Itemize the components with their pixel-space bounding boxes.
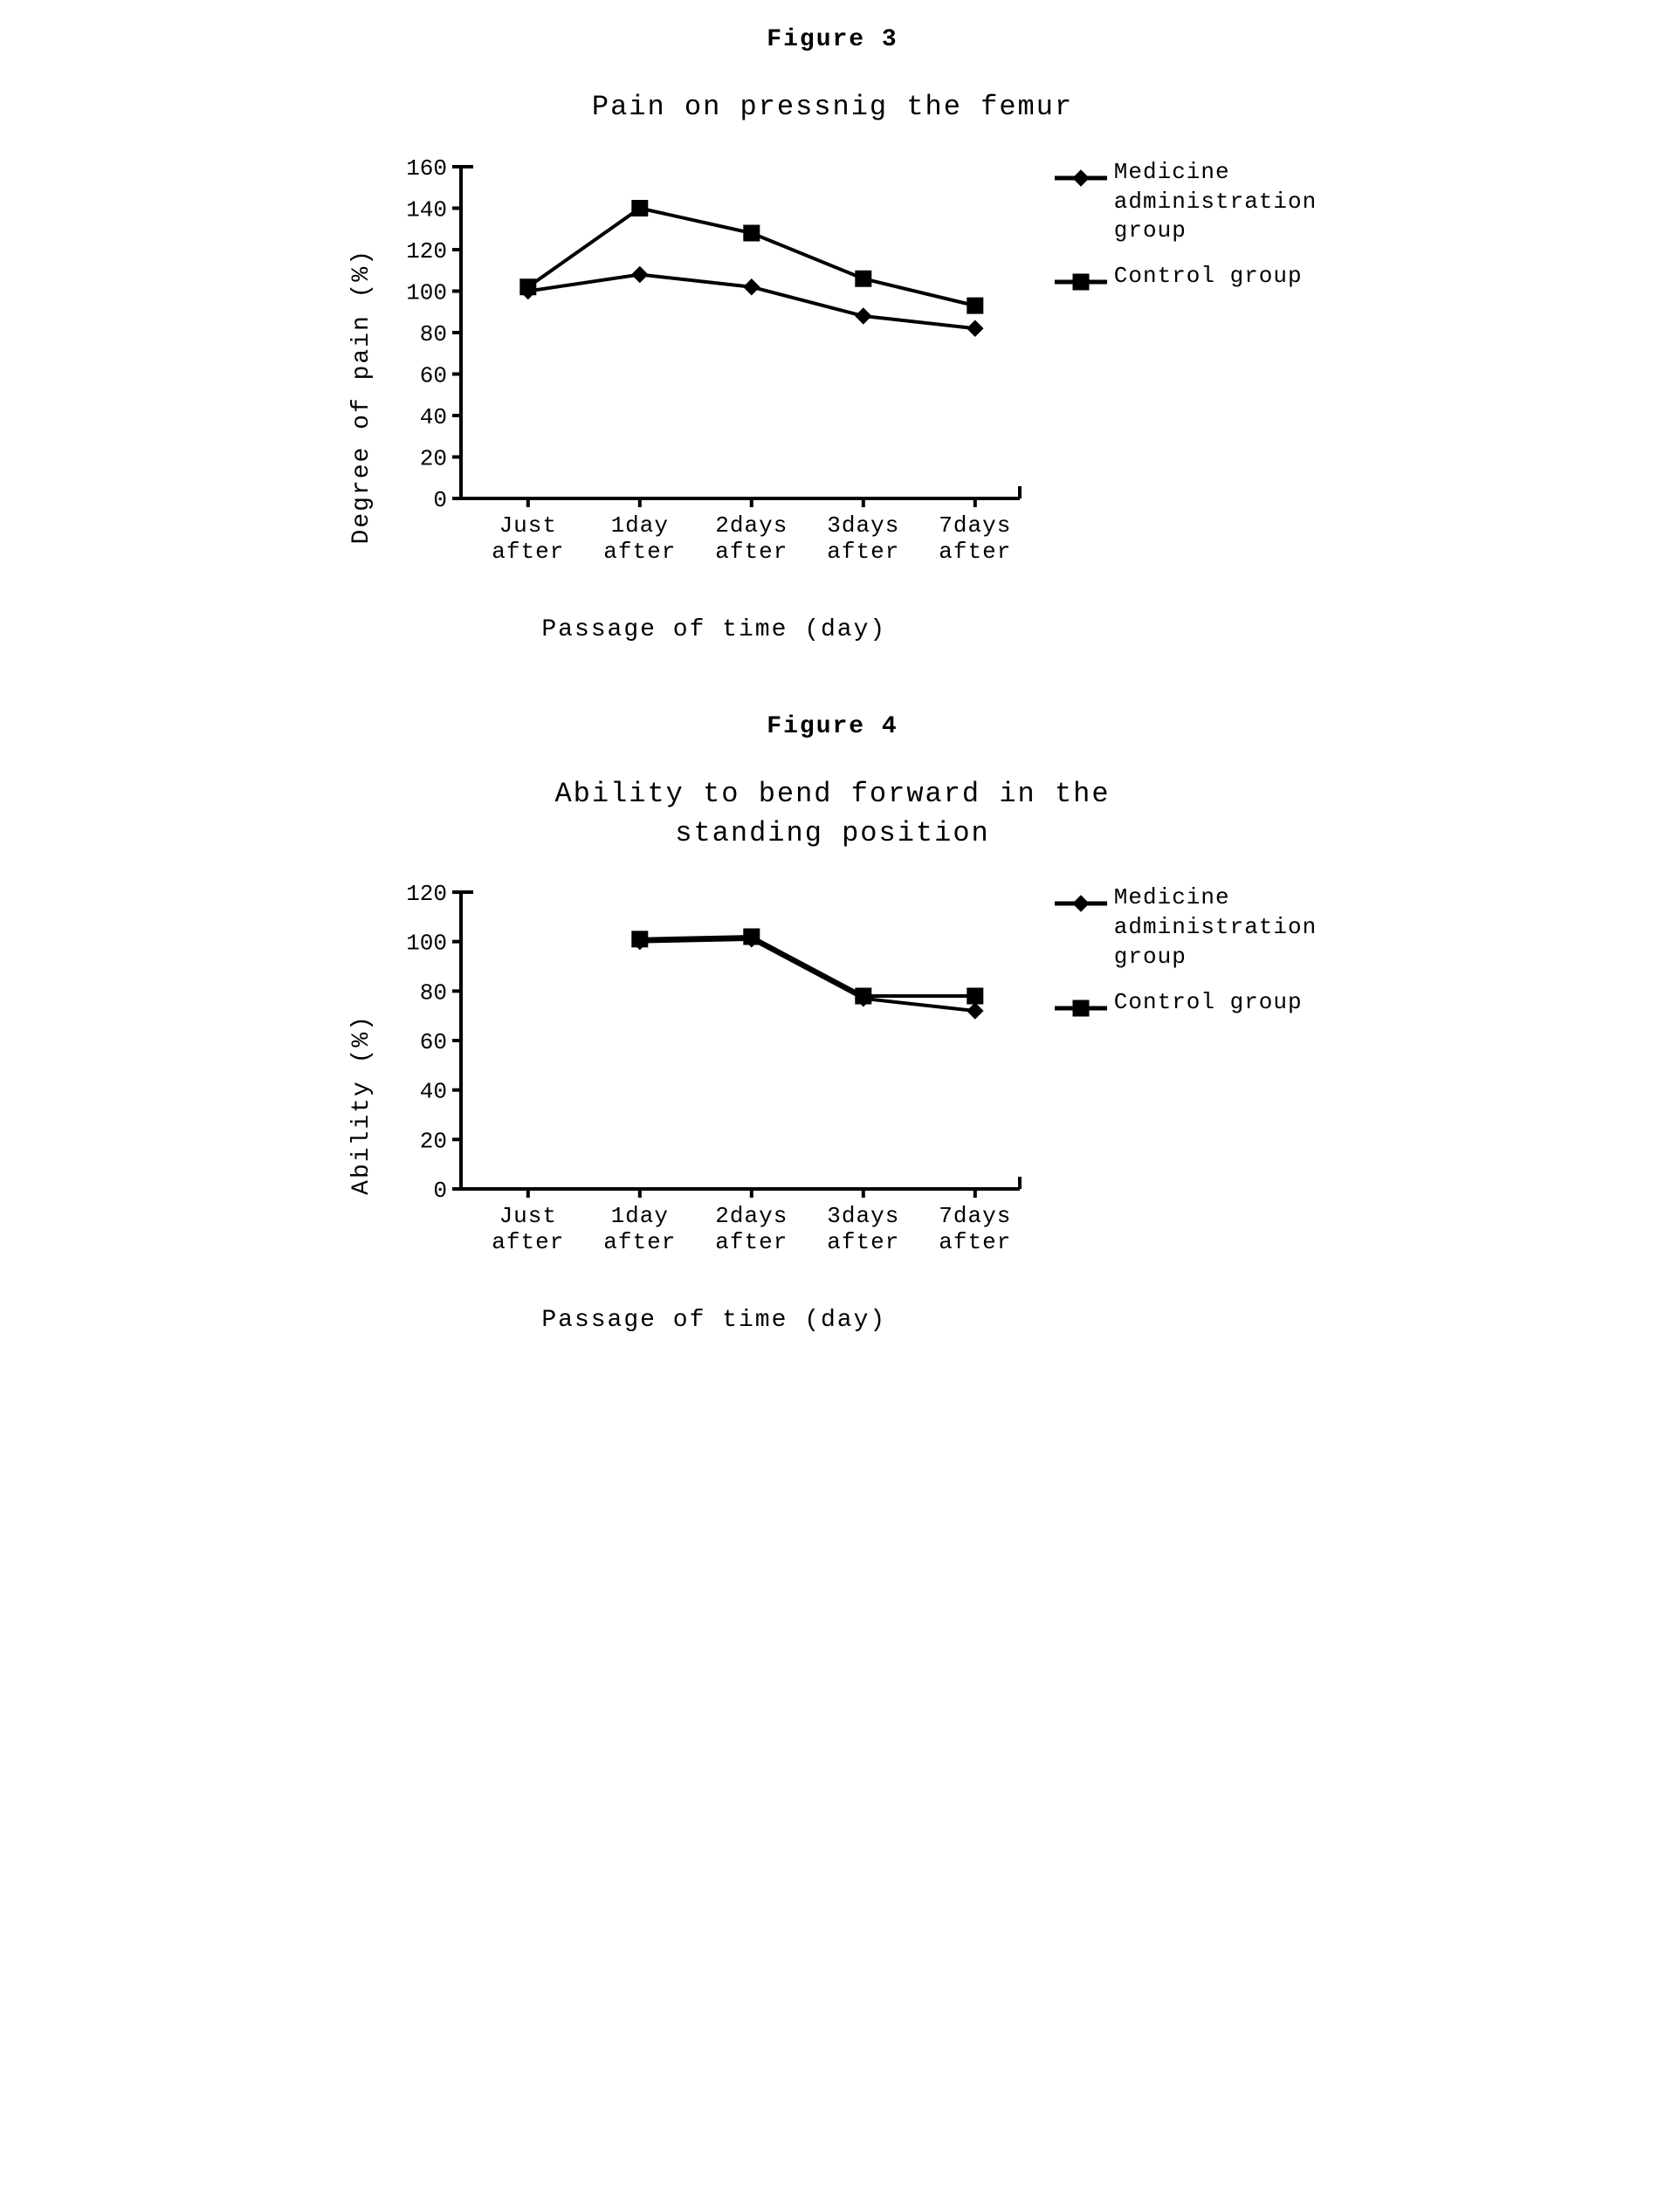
x-tick-label: 7days xyxy=(939,512,1011,539)
x-tick-label: 2days xyxy=(715,1203,788,1229)
chart-svg: 020406080100120Justafter1dayafter2daysaf… xyxy=(382,875,1046,1294)
series-marker xyxy=(632,931,648,947)
legend-item: Control group xyxy=(1055,262,1317,300)
series-marker xyxy=(967,320,983,336)
series-marker xyxy=(856,271,871,286)
x-tick-label: after xyxy=(715,1229,788,1255)
chart-title: Pain on pressnig the femur xyxy=(35,88,1630,127)
x-tick-label: Just xyxy=(499,512,556,539)
legend-label-line: Medicine xyxy=(1114,158,1317,188)
x-tick-label: 3days xyxy=(827,1203,899,1229)
x-tick-label: 7days xyxy=(939,1203,1011,1229)
x-tick-label: after xyxy=(492,539,564,565)
series-line xyxy=(640,937,975,996)
legend-label-line: Medicine xyxy=(1114,883,1317,913)
y-tick-label: 20 xyxy=(420,445,447,471)
chart-svg: 020406080100120140160Justafter1dayafter2… xyxy=(382,149,1046,603)
x-tick-label: after xyxy=(603,539,676,565)
x-tick-label: after xyxy=(492,1229,564,1255)
series-marker xyxy=(967,1003,983,1019)
y-axis-label: Ability (%) xyxy=(348,1014,375,1195)
legend-item: Control group xyxy=(1055,988,1317,1027)
legend-label-line: administration xyxy=(1114,913,1317,943)
figure-label: Figure 4 xyxy=(35,713,1630,740)
y-tick-label: 80 xyxy=(420,980,447,1006)
y-tick-label: 120 xyxy=(406,881,447,907)
y-tick-label: 100 xyxy=(406,279,447,306)
y-tick-label: 160 xyxy=(406,155,447,182)
plot-area: 020406080100120Justafter1dayafter2daysaf… xyxy=(382,875,1046,1334)
y-tick-label: 20 xyxy=(420,1129,447,1155)
series-marker xyxy=(744,279,760,295)
x-tick-label: 1day xyxy=(610,1203,668,1229)
series-marker xyxy=(744,929,760,945)
chart-title: Ability to bend forward in thestanding p… xyxy=(35,775,1630,854)
x-tick-label: 3days xyxy=(827,512,899,539)
x-tick-label: after xyxy=(939,539,1011,565)
x-tick-label: 1day xyxy=(610,512,668,539)
y-tick-label: 120 xyxy=(406,238,447,264)
legend-marker xyxy=(1055,271,1107,300)
legend-label-line: Control group xyxy=(1114,988,1303,1018)
legend: Medicineadministrationgroup Control group xyxy=(1046,149,1317,316)
figure-block: Figure 3 Pain on pressnig the femur Degr… xyxy=(35,26,1630,643)
y-tick-label: 0 xyxy=(433,1178,447,1204)
chart-row: Ability (%) 020406080100120Justafter1day… xyxy=(35,875,1630,1334)
x-tick-label: after xyxy=(715,539,788,565)
figure-label: Figure 3 xyxy=(35,26,1630,53)
legend-item: Medicineadministrationgroup xyxy=(1055,883,1317,972)
legend-label-line: Control group xyxy=(1114,262,1303,292)
x-axis-label: Passage of time (day) xyxy=(382,1307,1046,1334)
x-tick-label: after xyxy=(827,539,899,565)
y-tick-label: 0 xyxy=(433,487,447,513)
legend-label-line: administration xyxy=(1114,188,1317,217)
x-axis-label: Passage of time (day) xyxy=(382,616,1046,643)
x-tick-label: Just xyxy=(499,1203,556,1229)
legend-marker xyxy=(1055,892,1107,922)
y-tick-label: 40 xyxy=(420,404,447,430)
y-tick-label: 40 xyxy=(420,1079,447,1105)
chart-row: Degree of pain (%) 0 20 40 60 80 100 120 140 160… xyxy=(35,149,1630,643)
series-marker xyxy=(744,225,760,241)
y-tick-label: 60 xyxy=(420,1029,447,1055)
legend-label-line: group xyxy=(1114,216,1317,246)
x-tick-label: after xyxy=(939,1229,1011,1255)
y-tick-label: 60 xyxy=(420,362,447,388)
x-tick-label: after xyxy=(827,1229,899,1255)
legend: Medicineadministrationgroup Control group xyxy=(1046,875,1317,1041)
plot-area: 020406080100120140160Justafter1dayafter2… xyxy=(382,149,1046,643)
x-tick-label: after xyxy=(603,1229,676,1255)
legend-label-line: group xyxy=(1114,943,1317,972)
legend-item: Medicineadministrationgroup xyxy=(1055,158,1317,246)
series-marker xyxy=(632,266,648,282)
y-tick-label: 80 xyxy=(420,321,447,347)
series-marker xyxy=(856,308,871,324)
y-tick-label: 100 xyxy=(406,931,447,957)
figure-block: Figure 4 Ability to bend forward in thes… xyxy=(35,713,1630,1335)
y-tick-label: 140 xyxy=(406,196,447,223)
legend-marker xyxy=(1055,997,1107,1027)
series-marker xyxy=(967,988,983,1004)
legend-marker xyxy=(1055,167,1107,196)
y-axis-label: Degree of pain (%) xyxy=(348,249,375,544)
series-marker xyxy=(520,279,536,295)
x-tick-label: 2days xyxy=(715,512,788,539)
series-marker xyxy=(632,200,648,216)
series-line xyxy=(640,939,975,1011)
series-marker xyxy=(967,298,983,313)
series-marker xyxy=(856,988,871,1004)
